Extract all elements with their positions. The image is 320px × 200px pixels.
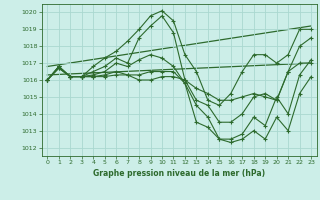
X-axis label: Graphe pression niveau de la mer (hPa): Graphe pression niveau de la mer (hPa) — [93, 169, 265, 178]
